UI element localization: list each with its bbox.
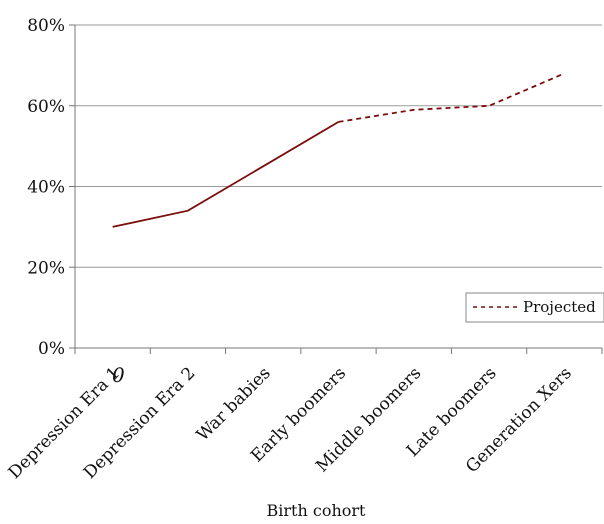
series-line-projected (338, 72, 565, 123)
x-axis-title: Birth cohort (267, 501, 367, 520)
y-tick-label: 20% (27, 258, 65, 278)
y-tick-label: 80% (27, 16, 65, 36)
y-tick-label: 0% (38, 339, 65, 359)
legend: Projected (465, 292, 604, 323)
y-tick-label: 60% (27, 97, 65, 117)
series-lines (112, 72, 565, 228)
legend-label-projected: Projected (523, 298, 596, 316)
y-axis-ticks: 0% 20% 40% 60% 80% (27, 16, 75, 359)
x-tick-label: War babies (193, 363, 275, 445)
annotation-text: 0 (112, 363, 125, 387)
axes (74, 25, 602, 349)
y-tick-label: 40% (27, 178, 65, 198)
series-line-observed (112, 121, 339, 228)
gridlines (75, 24, 602, 268)
